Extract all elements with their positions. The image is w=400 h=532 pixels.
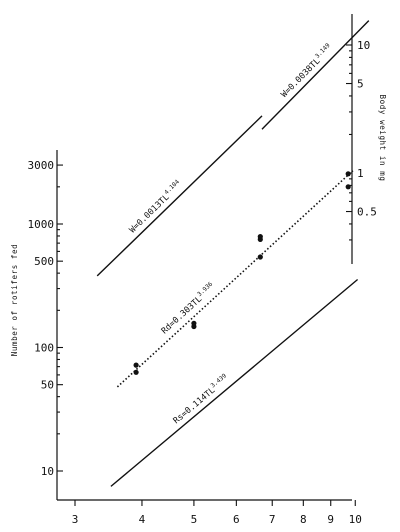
series-lines bbox=[96, 20, 370, 487]
series-label-exponent: 3.936 bbox=[196, 280, 214, 298]
y-tick-label: 3000 bbox=[28, 159, 55, 172]
series-label-exponent: 3.149 bbox=[314, 42, 332, 60]
series-label-text: Rd=0.303TL bbox=[160, 294, 204, 336]
series-label-text: Rs=0.114TL bbox=[172, 386, 218, 427]
data-point bbox=[345, 171, 351, 177]
x-tick-label: 5 bbox=[191, 513, 198, 526]
y-tick-label: 1000 bbox=[28, 218, 55, 231]
y2-tick-label: 1 bbox=[357, 167, 364, 180]
series-label-exponent: 3.439 bbox=[210, 372, 229, 389]
data-point bbox=[133, 362, 139, 368]
x-tick-label: 8 bbox=[300, 513, 307, 526]
y2-tick-label: 10 bbox=[357, 39, 370, 52]
y2-tick-label: 0.5 bbox=[357, 206, 377, 219]
axes: 3 4 5 6 7 8 9 10 10 50 100 500 1000 3000 0.5 1 5 10 bbox=[28, 14, 377, 526]
series-label-exponent: 4.104 bbox=[163, 178, 181, 196]
y-axis-title: Number of rotifers fed bbox=[10, 244, 19, 357]
series-label-w1: W=0.0013TL4.104 bbox=[126, 178, 184, 235]
series-line-w1 bbox=[96, 115, 263, 277]
series-label-rd: Rd=0.303TL3.936 bbox=[158, 280, 217, 336]
x-tick-label: 6 bbox=[233, 513, 240, 526]
y-tick-label: 100 bbox=[34, 342, 54, 355]
y2-axis-title: Body weight in mg bbox=[378, 95, 387, 182]
data-point bbox=[133, 369, 139, 375]
series-label-w2: W=0.0038TL3.149 bbox=[278, 42, 335, 100]
series-label-rs: Rs=0.114TL3.439 bbox=[170, 372, 231, 426]
series-line-rd bbox=[116, 170, 354, 388]
series-label-text: W=0.0038TL bbox=[279, 56, 322, 100]
x-tick-label: 3 bbox=[72, 513, 79, 526]
series-line-w2 bbox=[261, 20, 370, 130]
x-tick-label: 4 bbox=[139, 513, 146, 526]
series-line-rs bbox=[110, 278, 359, 487]
data-point bbox=[257, 236, 263, 242]
y-tick-label: 50 bbox=[41, 379, 54, 392]
y-tick-label: 500 bbox=[34, 255, 54, 268]
x-tick-label: 7 bbox=[269, 513, 276, 526]
data-points bbox=[133, 171, 351, 375]
series-label-text: W=0.0013TL bbox=[128, 193, 172, 236]
x-tick-label: 9 bbox=[327, 513, 334, 526]
x-tick-label: 10 bbox=[349, 513, 362, 526]
data-point bbox=[257, 254, 263, 260]
y2-tick-label: 5 bbox=[357, 78, 364, 91]
series-labels: Rd=0.303TL3.936 Rs=0.114TL3.439 W=0.0013TL… bbox=[126, 42, 335, 426]
data-point bbox=[191, 323, 197, 330]
data-point bbox=[345, 184, 351, 190]
y-tick-label: 10 bbox=[41, 465, 54, 478]
